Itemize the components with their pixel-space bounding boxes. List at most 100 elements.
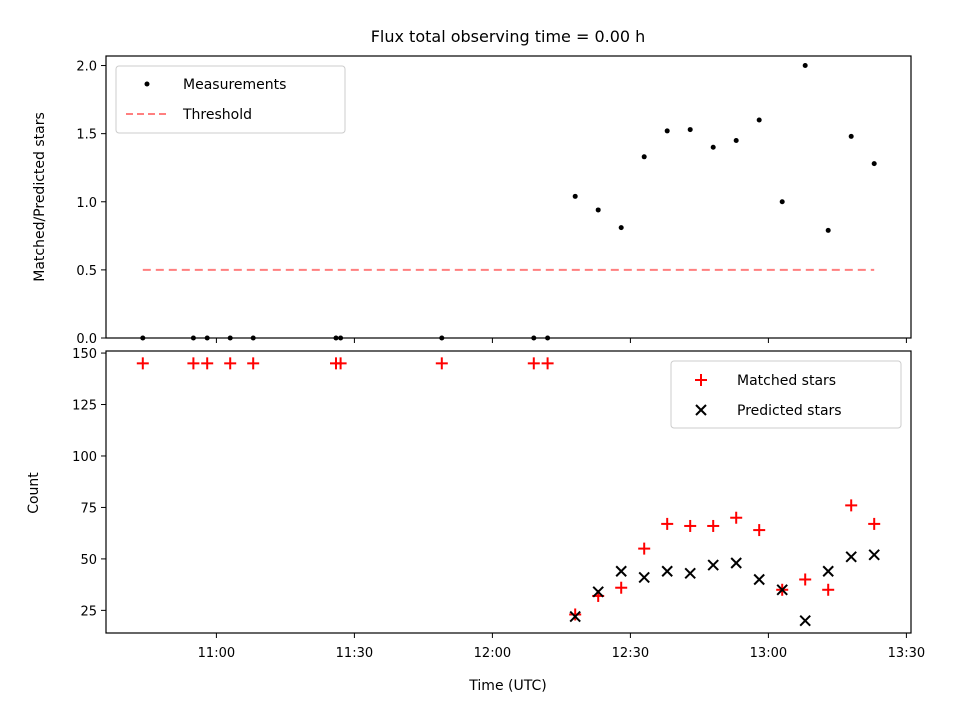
matched-star-point-23	[868, 517, 881, 530]
measurement-point-20	[802, 63, 808, 69]
top-marks	[140, 63, 877, 341]
predicted-star-point-6	[707, 559, 719, 571]
matched-star-point-8	[527, 357, 540, 370]
measurement-point-4	[250, 335, 256, 341]
matched-star-point-21	[822, 583, 835, 596]
measurement-point-13	[641, 154, 647, 160]
matched-star-point-13	[638, 542, 651, 555]
bottom-y-ticks: 25 50 75 100 125 150	[72, 347, 106, 619]
matched-star-point-0	[136, 357, 149, 370]
predicted-star-point-10	[799, 614, 811, 627]
top-y-tick-label-2: 1.0	[76, 196, 97, 211]
measurement-point-15	[687, 127, 693, 133]
measurement-point-14	[664, 128, 670, 134]
predicted-star-point-5	[684, 567, 696, 580]
matched-star-point-17	[730, 511, 743, 524]
measurement-point-6	[338, 335, 344, 341]
predicted-star-point-7	[730, 557, 742, 569]
predicted-star-point-12	[845, 551, 857, 563]
measurement-point-23	[871, 161, 877, 167]
legend-label-predicted: Predicted stars	[737, 403, 842, 419]
bottom-marks	[136, 357, 881, 627]
bottom-legend: Matched stars Predicted stars	[670, 360, 902, 429]
bottom-panel-frame	[105, 350, 912, 634]
predicted-star-point-11	[822, 565, 834, 577]
bottom-x-ticks: 11:00 11:30 12:00 12:30 13:00 13:30	[198, 633, 925, 661]
bottom-panel: 25 50 75 100 125 150 11:00 11:30 12:00 12:30 13:0…	[26, 347, 925, 694]
measurement-point-11	[595, 207, 601, 213]
bottom-y-axis-label: Count	[26, 472, 42, 514]
matched-star-point-14	[661, 517, 674, 530]
bottom-y-tick-label-5: 150	[72, 347, 97, 362]
predicted-star-point-4	[661, 565, 673, 577]
top-panel-frame	[105, 55, 912, 339]
top-y-ticks: 0.0 0.5 1.0 1.5 2.0	[76, 60, 106, 347]
measurement-point-3	[227, 335, 233, 341]
measurement-point-17	[733, 137, 739, 143]
matched-star-point-3	[224, 357, 237, 370]
predicted-star-point-0	[569, 610, 581, 623]
measurement-point-2	[204, 335, 210, 341]
measurement-point-8	[531, 335, 537, 341]
top-x-ticks	[215, 338, 907, 343]
predicted-star-point-1	[592, 586, 604, 598]
measurement-point-7	[439, 335, 445, 341]
matched-star-point-10	[569, 608, 582, 621]
matched-star-point-16	[707, 519, 720, 532]
top-y-tick-label-0: 0.0	[76, 332, 97, 347]
bottom-x-tick-label-5: 13:30	[888, 646, 925, 661]
top-y-tick-label-1: 0.5	[76, 264, 97, 279]
predicted-star-point-3	[638, 571, 650, 584]
top-chart-title: Flux total observing time = 0.00 h	[371, 27, 646, 46]
matched-star-point-7	[435, 357, 448, 370]
bottom-x-tick-label-0: 11:00	[198, 646, 235, 661]
top-y-tick-label-4: 2.0	[76, 60, 97, 75]
bottom-x-axis-label: Time (UTC)	[468, 678, 546, 694]
measurement-point-16	[710, 144, 716, 150]
top-y-axis-label: Matched/Predicted stars	[32, 112, 48, 282]
bottom-x-tick-label-1: 11:30	[336, 646, 373, 661]
bottom-y-tick-label-4: 125	[72, 399, 97, 414]
bottom-y-tick-label-0: 25	[80, 604, 97, 619]
predicted-star-point-9	[776, 584, 788, 596]
measurement-point-0	[140, 335, 146, 341]
matched-star-point-12	[615, 581, 628, 594]
bottom-y-tick-label-2: 75	[80, 501, 97, 516]
matched-star-point-20	[799, 573, 812, 586]
legend-marker-measurements	[144, 81, 150, 87]
legend-label-matched: Matched stars	[737, 373, 836, 389]
matched-star-point-2	[201, 357, 214, 370]
legend-marker-matched	[695, 374, 707, 386]
bottom-x-tick-label-4: 13:00	[750, 646, 787, 661]
measurement-point-5	[333, 335, 339, 341]
bottom-x-tick-label-2: 12:00	[474, 646, 511, 661]
predicted-star-point-13	[868, 549, 880, 561]
measurement-point-22	[848, 133, 854, 139]
bottom-legend-box	[670, 360, 902, 429]
bottom-y-tick-label-1: 50	[80, 553, 97, 568]
top-legend: Measurements Threshold	[115, 65, 346, 134]
measurement-point-12	[618, 225, 624, 231]
top-panel: 0.00.51.01.52.0 Matched/Predicted stars …	[32, 55, 912, 347]
measurement-point-18	[756, 117, 762, 123]
measurement-point-19	[779, 199, 785, 205]
predicted-star-point-2	[615, 565, 627, 577]
legend-marker-predicted	[695, 404, 707, 416]
matched-star-point-4	[247, 357, 260, 370]
matched-star-point-6	[334, 357, 347, 370]
measurement-point-9	[545, 335, 551, 341]
matched-star-point-1	[187, 357, 200, 370]
bottom-x-tick-label-3: 12:30	[612, 646, 649, 661]
top-legend-box	[115, 65, 346, 134]
top-y-tick-label-3: 1.5	[76, 128, 97, 143]
matched-star-point-15	[684, 519, 697, 532]
measurement-point-21	[825, 227, 831, 233]
matched-star-point-18	[753, 524, 766, 537]
measurement-point-10	[572, 193, 578, 199]
measurement-point-1	[190, 335, 196, 341]
predicted-star-point-8	[753, 573, 765, 586]
legend-label-measurements: Measurements	[183, 77, 286, 93]
bottom-y-tick-label-3: 100	[72, 450, 97, 465]
matched-star-point-22	[845, 499, 858, 512]
